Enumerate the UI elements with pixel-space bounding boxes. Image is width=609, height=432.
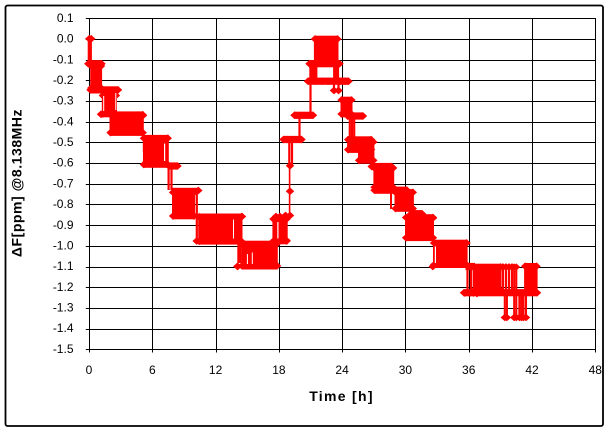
svg-text:-0.3: -0.3	[53, 94, 74, 108]
svg-text:-1.1: -1.1	[53, 259, 74, 273]
svg-text:30: 30	[399, 363, 413, 377]
svg-text:-1.0: -1.0	[53, 239, 74, 253]
svg-text:ΔF[ppm] @8.138MHz: ΔF[ppm] @8.138MHz	[9, 109, 25, 257]
svg-text:18: 18	[272, 363, 286, 377]
svg-text:6: 6	[149, 363, 156, 377]
svg-text:12: 12	[209, 363, 223, 377]
svg-text:-0.5: -0.5	[53, 135, 74, 149]
svg-text:-0.4: -0.4	[53, 114, 74, 128]
svg-text:48: 48	[589, 363, 603, 377]
svg-text:0.1: 0.1	[57, 11, 74, 25]
svg-text:-0.7: -0.7	[53, 176, 74, 190]
svg-text:24: 24	[335, 363, 349, 377]
svg-text:-0.6: -0.6	[53, 156, 74, 170]
svg-text:42: 42	[525, 363, 539, 377]
svg-text:-1.3: -1.3	[53, 301, 74, 315]
svg-text:Time [h]: Time [h]	[309, 388, 374, 404]
svg-text:36: 36	[462, 363, 476, 377]
svg-text:0.0: 0.0	[57, 32, 74, 46]
svg-text:-0.8: -0.8	[53, 197, 74, 211]
svg-text:0: 0	[86, 363, 93, 377]
svg-text:-0.2: -0.2	[53, 73, 74, 87]
svg-text:-0.1: -0.1	[53, 52, 74, 66]
svg-text:-1.4: -1.4	[53, 321, 74, 335]
svg-text:-1.5: -1.5	[53, 342, 74, 356]
svg-text:-0.9: -0.9	[53, 218, 74, 232]
svg-text:-1.2: -1.2	[53, 280, 74, 294]
